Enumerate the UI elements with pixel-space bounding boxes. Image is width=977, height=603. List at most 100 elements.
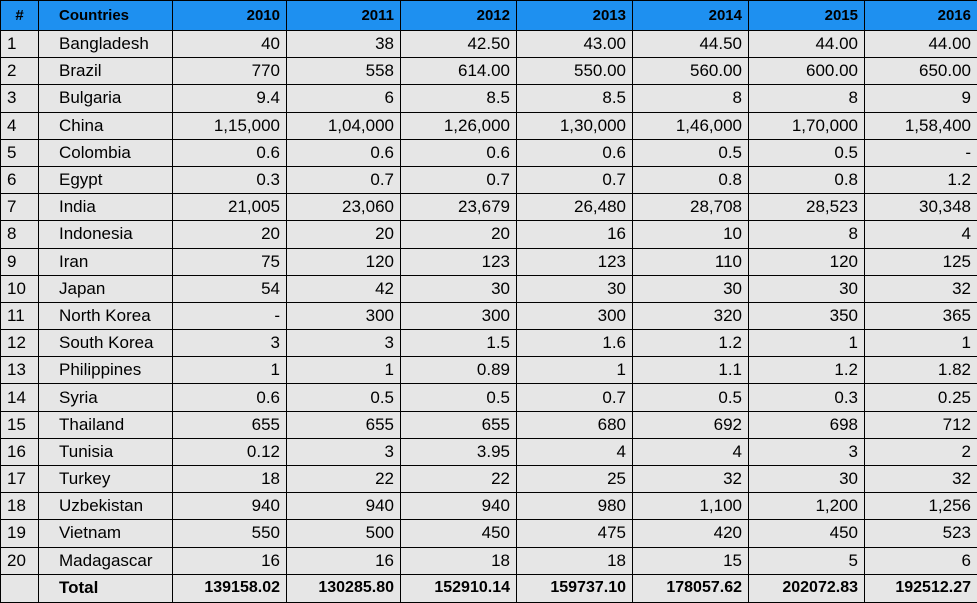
country-cell: Bangladesh <box>38 29 173 59</box>
row-number: 1 <box>0 29 39 59</box>
value-cell: 692 <box>632 410 749 439</box>
value-cell: 1 <box>516 356 633 385</box>
value-cell: 680 <box>516 410 633 439</box>
total-label: Total <box>38 573 173 603</box>
value-cell: 0.7 <box>516 165 633 195</box>
table-row: 7 India 21,005 23,060 23,679 26,480 28,708 28,5… <box>0 193 977 222</box>
value-cell: 365 <box>864 301 977 331</box>
value-cell: 123 <box>516 247 633 276</box>
table-row: 14 Syria 0.6 0.5 0.5 0.7 0.5 0.3 0.25 <box>0 383 977 412</box>
value-cell: 0.6 <box>516 138 633 167</box>
country-cell: Tunisia <box>38 437 173 467</box>
table-row: 12 South Korea 3 3 1.5 1.6 1.2 1 1 <box>0 329 977 358</box>
header-year: 2012 <box>400 0 517 31</box>
value-cell: 1 <box>864 329 977 358</box>
value-cell: 40 <box>172 29 287 59</box>
table-row: 8 Indonesia 20 20 20 16 10 8 4 <box>0 220 977 249</box>
value-cell: 0.12 <box>172 437 287 467</box>
value-cell: 30 <box>632 274 749 303</box>
value-cell: 16 <box>172 546 287 575</box>
value-cell: 18 <box>400 546 517 575</box>
value-cell: 0.6 <box>400 138 517 167</box>
country-cell: Syria <box>38 383 173 412</box>
value-cell: 655 <box>286 410 401 439</box>
value-cell: 655 <box>172 410 287 439</box>
country-cell: Colombia <box>38 138 173 167</box>
value-cell: 28,523 <box>748 193 865 222</box>
row-number: 2 <box>0 57 39 86</box>
value-cell: 75 <box>172 247 287 276</box>
header-year: 2014 <box>632 0 749 31</box>
value-cell: 20 <box>286 220 401 249</box>
value-cell: 18 <box>172 464 287 494</box>
header-year: 2015 <box>748 0 865 31</box>
header-year: 2011 <box>286 0 401 31</box>
value-cell: 0.3 <box>748 383 865 412</box>
header-year: 2013 <box>516 0 633 31</box>
country-cell: South Korea <box>38 329 173 358</box>
total-value-cell: 159737.10 <box>516 573 633 603</box>
value-cell: 30 <box>748 464 865 494</box>
table-row: 10 Japan 54 42 30 30 30 30 32 <box>0 274 977 303</box>
table-row: 13 Philippines 1 1 0.89 1 1.1 1.2 1.82 <box>0 356 977 385</box>
country-cell: Turkey <box>38 464 173 494</box>
row-number: 19 <box>0 519 39 548</box>
value-cell: 1.5 <box>400 329 517 358</box>
row-number: 13 <box>0 356 39 385</box>
row-number: 10 <box>0 274 39 303</box>
value-cell: 3 <box>172 329 287 358</box>
value-cell: 940 <box>400 492 517 521</box>
table-row: 3 Bulgaria 9.4 6 8.5 8.5 8 8 9 <box>0 84 977 113</box>
value-cell: 500 <box>286 519 401 548</box>
table-row: 16 Tunisia 0.12 3 3.95 4 4 3 2 <box>0 437 977 467</box>
table-row: 4 China 1,15,000 1,04,000 1,26,000 1,30,000 1,… <box>0 111 977 140</box>
value-cell: 558 <box>286 57 401 86</box>
value-cell: 655 <box>400 410 517 439</box>
value-cell: 450 <box>400 519 517 548</box>
table-row: 5 Colombia 0.6 0.6 0.6 0.6 0.5 0.5- <box>0 138 977 167</box>
value-cell: 1 <box>748 329 865 358</box>
value-cell: 523 <box>864 519 977 548</box>
value-cell: 1,70,000 <box>748 111 865 140</box>
total-value-cell: 130285.80 <box>286 573 401 603</box>
value-cell: 44.00 <box>748 29 865 59</box>
value-cell: 123 <box>400 247 517 276</box>
row-number: 7 <box>0 193 39 222</box>
country-cell: Indonesia <box>38 220 173 249</box>
value-cell: 1,30,000 <box>516 111 633 140</box>
row-number: 15 <box>0 410 39 439</box>
value-cell: 1.1 <box>632 356 749 385</box>
value-cell: 0.5 <box>632 138 749 167</box>
value-cell: 4 <box>864 220 977 249</box>
table-row: 15 Thailand 655 655 655 680 692 698 712 <box>0 410 977 439</box>
value-cell: 22 <box>400 464 517 494</box>
value-cell: 1,26,000 <box>400 111 517 140</box>
value-cell: 8 <box>632 84 749 113</box>
value-cell: 0.8 <box>748 165 865 195</box>
country-cell: China <box>38 111 173 140</box>
table-row: 6 Egypt 0.3 0.7 0.7 0.7 0.8 0.8 1.2 <box>0 165 977 195</box>
value-cell: 16 <box>516 220 633 249</box>
table-row: 17 Turkey 18 22 22 25 32 30 32 <box>0 464 977 494</box>
table-row: 9 Iran 75 120 123 123 110 120 125 <box>0 247 977 276</box>
value-cell: 1,58,400 <box>864 111 977 140</box>
value-cell: 0.25 <box>864 383 977 412</box>
value-cell: 32 <box>864 274 977 303</box>
country-cell: Philippines <box>38 356 173 385</box>
value-cell: 0.89 <box>400 356 517 385</box>
value-cell: 712 <box>864 410 977 439</box>
value-cell: 43.00 <box>516 29 633 59</box>
value-cell: 550 <box>172 519 287 548</box>
value-cell: 0.5 <box>632 383 749 412</box>
value-cell: 300 <box>516 301 633 331</box>
value-cell: 560.00 <box>632 57 749 86</box>
country-cell: North Korea <box>38 301 173 331</box>
value-cell: 28,708 <box>632 193 749 222</box>
row-number: 17 <box>0 464 39 494</box>
table-row: 11 North Korea -300 300 300 320 350 365 <box>0 301 977 331</box>
value-cell: 320 <box>632 301 749 331</box>
value-cell: 32 <box>632 464 749 494</box>
row-number: 20 <box>0 546 39 575</box>
value-cell: 1 <box>286 356 401 385</box>
value-cell: 10 <box>632 220 749 249</box>
